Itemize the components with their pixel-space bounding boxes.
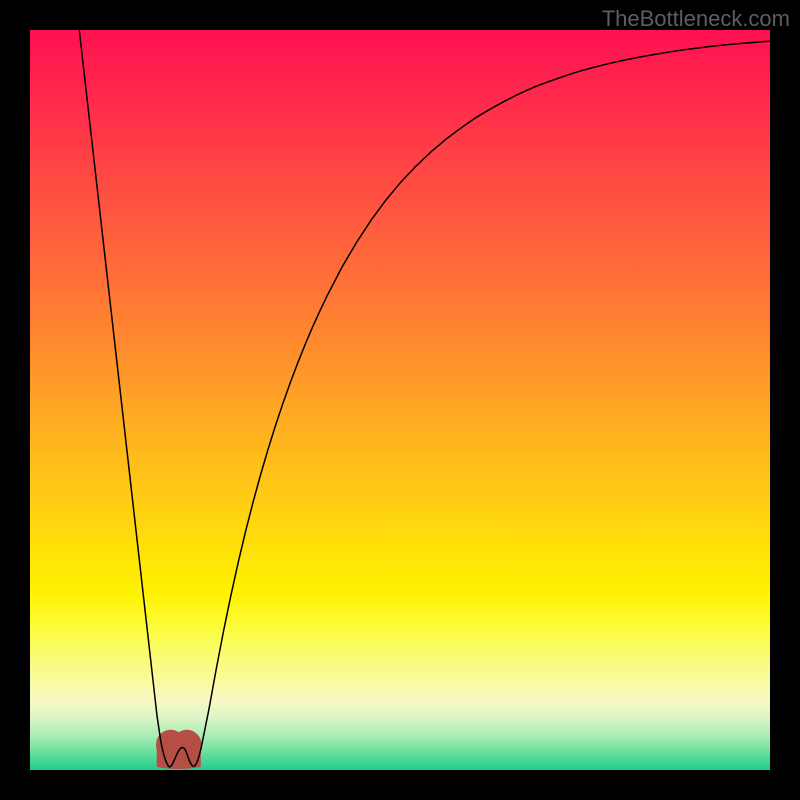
bottleneck-chart — [0, 0, 800, 800]
watermark-text: TheBottleneck.com — [602, 6, 790, 32]
gradient-background — [30, 30, 770, 770]
chart-container: TheBottleneck.com — [0, 0, 800, 800]
